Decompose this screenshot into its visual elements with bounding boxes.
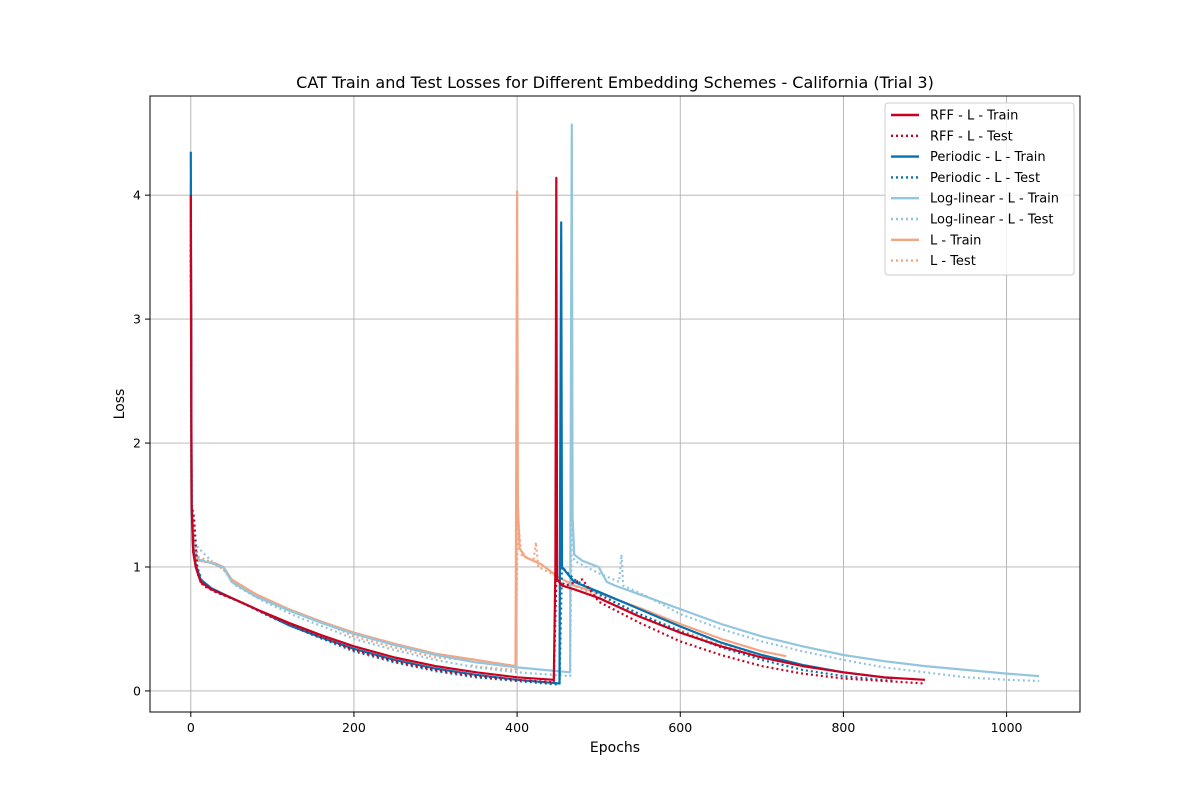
y-axis-label: Loss	[112, 389, 128, 420]
series-line-rff-l-test	[189, 244, 926, 685]
x-tick-label: 400	[505, 720, 529, 735]
series-line-log-linear-l-test	[189, 232, 1040, 683]
y-tick-label: 0	[133, 683, 141, 698]
series-line-log-linear-l-train	[189, 123, 1040, 678]
legend-label: Periodic - L - Train	[930, 150, 1046, 165]
series-line-periodic-l-train	[189, 151, 893, 685]
x-tick-label: 800	[831, 720, 855, 735]
x-tick-label: 200	[342, 720, 366, 735]
x-tick-label: 1000	[991, 720, 1023, 735]
series-lines	[189, 123, 1040, 686]
plot-frame	[149, 95, 1081, 713]
y-tick-label: 3	[133, 312, 141, 327]
legend-label: RFF - L - Train	[930, 109, 1018, 124]
legend-label: L - Train	[930, 233, 981, 248]
legend-label: L - Test	[930, 254, 976, 269]
legend-label: Log-linear - L - Train	[930, 192, 1059, 207]
chart-title: CAT Train and Test Losses for Different …	[296, 73, 934, 92]
y-tick-label: 1	[133, 559, 141, 574]
legend: RFF - L - Train RFF - L - Test Periodic - …	[884, 102, 1075, 276]
x-axis-label: Epochs	[590, 740, 640, 756]
legend-box	[884, 102, 1075, 276]
legend-label: Periodic - L - Test	[930, 171, 1040, 186]
y-tick-label: 2	[133, 436, 141, 451]
x-tick-label: 0	[187, 720, 195, 735]
y-tick-label: 4	[133, 188, 141, 203]
x-tick-label: 600	[668, 720, 692, 735]
legend-label: RFF - L - Test	[930, 129, 1013, 144]
series-line-rff-l-train	[189, 176, 926, 681]
axis-ticks: 0 200 400 600 800 1000 0 1 2 3 4	[133, 188, 1022, 735]
legend-label: Log-linear - L - Test	[930, 213, 1053, 228]
